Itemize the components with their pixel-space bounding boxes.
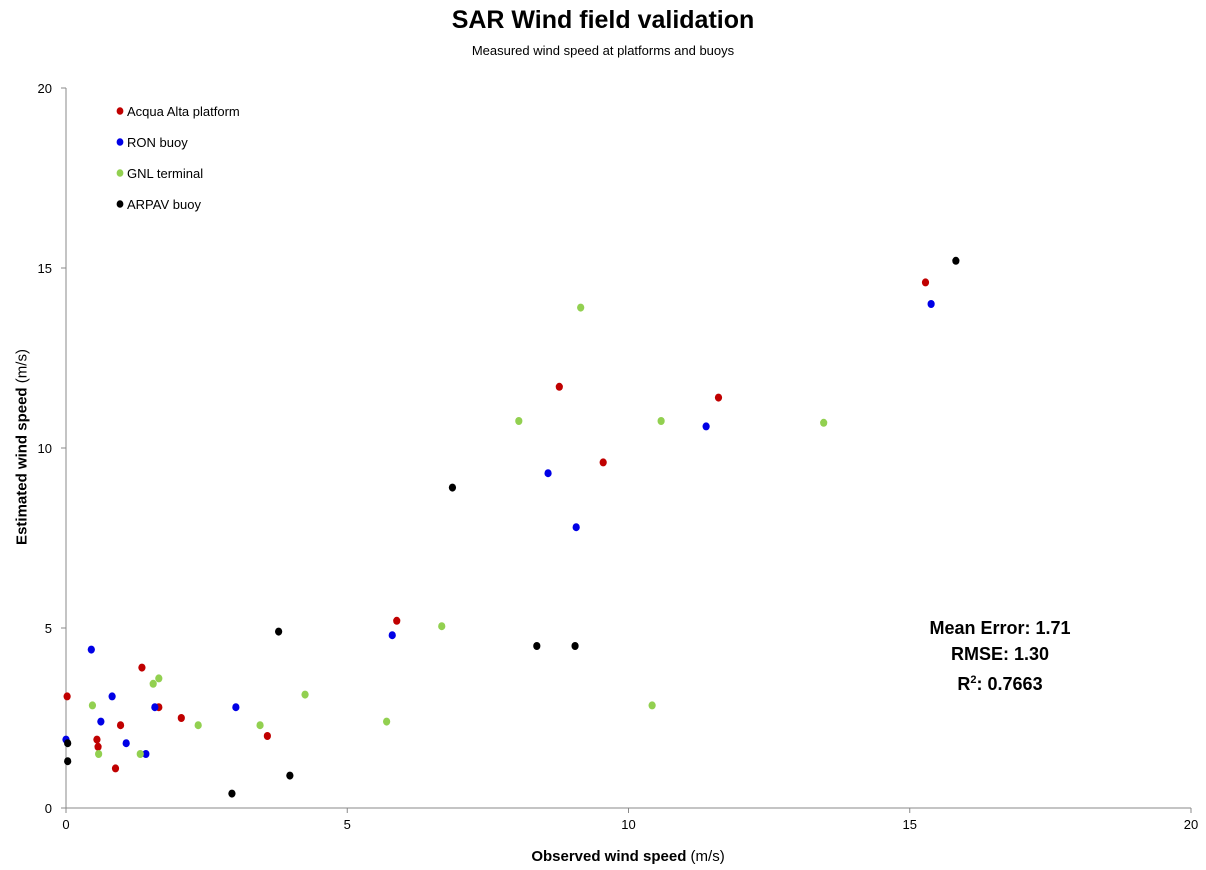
- data-point: [714, 393, 723, 402]
- data-point: [149, 679, 157, 688]
- r2-text: R2: 0.7663: [880, 667, 1120, 697]
- data-point: [820, 418, 828, 427]
- data-point: [533, 642, 541, 650]
- x-axis-label: Observed wind speed (m/s): [0, 848, 1206, 865]
- legend-marker: [116, 138, 124, 146]
- y-axis-label-main: Estimated wind speed: [13, 387, 31, 545]
- y-axis-label-unit: (m/s): [13, 349, 31, 384]
- legend-marker: [116, 200, 124, 208]
- data-point: [177, 714, 185, 722]
- x-tick-label: 10: [621, 817, 635, 832]
- data-point: [393, 616, 401, 625]
- chart-title: SAR Wind field validation: [451, 6, 755, 34]
- legend-label: GNL terminal: [127, 166, 203, 181]
- r2-superscript: 2: [970, 674, 977, 686]
- data-point: [64, 757, 72, 766]
- data-point: [151, 703, 159, 712]
- data-point: [136, 750, 144, 758]
- r2-value: : 0.7663: [976, 674, 1043, 694]
- data-point: [95, 750, 103, 758]
- legend-label: RON buoy: [127, 135, 188, 150]
- data-point: [599, 458, 607, 467]
- data-point: [108, 692, 116, 701]
- data-point: [702, 422, 710, 431]
- data-point: [122, 739, 130, 748]
- data-point: [275, 627, 283, 636]
- x-tick-label: 15: [903, 817, 917, 832]
- legend-marker: [116, 169, 124, 177]
- data-point: [138, 663, 146, 672]
- data-point: [228, 789, 236, 798]
- data-point: [263, 732, 271, 740]
- x-axis-label-unit: (m/s): [690, 848, 725, 865]
- x-tick-label: 0: [62, 817, 69, 832]
- stats-annotation: Mean Error: 1.71 RMSE: 1.30 R2: 0.7663: [880, 615, 1120, 697]
- chart-subtitle: Measured wind speed at platforms and buo…: [471, 43, 735, 58]
- data-point: [572, 523, 580, 532]
- data-point: [93, 735, 101, 744]
- legend-marker: [116, 107, 124, 115]
- data-point: [63, 692, 71, 701]
- data-point: [116, 721, 125, 730]
- data-point: [88, 701, 97, 710]
- data-point: [555, 382, 563, 391]
- data-point: [952, 256, 960, 265]
- data-point: [232, 703, 240, 712]
- x-tick-label: 20: [1184, 817, 1198, 832]
- data-point: [155, 674, 163, 683]
- data-point: [648, 701, 656, 710]
- data-point: [544, 469, 552, 478]
- rmse-text: RMSE: 1.30: [950, 644, 1050, 664]
- data-point: [657, 417, 665, 425]
- data-point: [142, 750, 150, 758]
- mean-error-text: Mean Error: 1.71: [929, 618, 1071, 638]
- data-point: [87, 645, 95, 654]
- legend-label: Acqua Alta platform: [127, 104, 240, 119]
- x-axis-label-main: Observed wind speed: [531, 848, 687, 865]
- x-tick-label: 5: [344, 817, 351, 832]
- data-point: [111, 764, 120, 773]
- data-point: [194, 721, 202, 730]
- r2-label: R: [957, 674, 971, 694]
- legend-label: ARPAV buoy: [127, 197, 201, 212]
- data-point: [388, 631, 396, 640]
- data-point: [286, 771, 294, 780]
- y-tick-label: 5: [45, 621, 52, 636]
- y-tick-label: 15: [38, 261, 52, 276]
- y-tick-label: 10: [38, 441, 52, 456]
- data-point: [438, 622, 446, 631]
- data-point: [301, 690, 309, 699]
- data-point: [383, 717, 391, 726]
- data-point: [448, 483, 457, 492]
- y-axis-label: Estimated wind speed (m/s): [14, 349, 31, 545]
- data-point: [256, 721, 264, 730]
- data-point: [921, 278, 930, 287]
- data-point: [927, 300, 935, 308]
- data-point: [577, 303, 585, 312]
- y-tick-label: 0: [45, 801, 52, 816]
- y-tick-label: 20: [38, 81, 52, 96]
- data-point: [571, 642, 579, 650]
- data-point: [97, 717, 105, 726]
- data-point: [515, 417, 523, 425]
- data-point: [64, 739, 72, 748]
- data-point: [94, 742, 102, 751]
